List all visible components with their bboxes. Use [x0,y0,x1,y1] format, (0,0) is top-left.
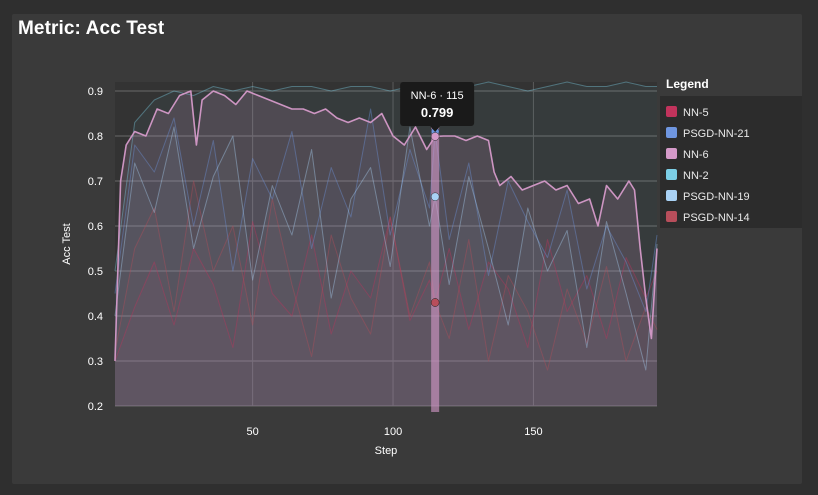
series-area-psgd-nn-19 [115,127,657,406]
tooltip-arrow [430,126,441,132]
legend-swatch-nn-2[interactable] [666,169,677,180]
legend-swatch-nn-5[interactable] [666,106,677,117]
series-areas [115,82,657,406]
y-tick-label: 0.2 [88,401,103,413]
x-axis-label: Step [375,445,398,457]
tooltip-label: NN-6 · 115 [411,90,464,102]
legend-item-nn-5[interactable]: NN-5 [683,107,709,119]
series-line-nn-5[interactable] [114,216,658,362]
hover-band [431,118,440,412]
series-line-psgd-nn-21[interactable] [114,108,658,312]
legend-swatch-psgd-nn-21[interactable] [666,127,677,138]
legend-item-nn-2[interactable]: NN-2 [683,170,709,182]
series-area-psgd-nn-14 [115,181,657,406]
series-area-nn-2 [115,82,657,406]
legend-swatch-psgd-nn-19[interactable] [666,190,677,201]
hover-point-nn-6 [430,132,440,141]
series-area-psgd-nn-21 [115,109,657,406]
x-tick-label: 100 [384,426,402,438]
series-line-psgd-nn-19[interactable] [114,126,658,371]
series-line-nn-6[interactable] [114,90,658,362]
hover-point-psgd-nn-19 [430,192,440,201]
x-tick-label: 150 [524,426,542,438]
legend-swatch-nn-6[interactable] [666,148,677,159]
legend[interactable]: Legend NN-5 PSGD-NN-21 NN-6 NN-2 PSGD-NN-19 P… [660,77,802,228]
y-tick-label: 0.8 [88,131,103,143]
series-area-nn-5 [115,217,657,406]
y-axis-label: Acc Test [61,223,73,264]
series-line-nn-2[interactable] [114,81,657,272]
y-axis: 0.2 0.3 0.4 0.5 0.6 0.7 0.8 0.9 [88,86,103,413]
y-tick-label: 0.3 [88,356,103,368]
tooltip: NN-6 · 115 0.799 [400,82,475,132]
x-tick-label: 50 [246,426,258,438]
y-tick-label: 0.6 [88,221,103,233]
legend-item-psgd-nn-14[interactable]: PSGD-NN-14 [683,212,750,224]
series-lines[interactable] [114,81,658,371]
series-area-nn-6 [115,91,657,406]
tooltip-value: 0.799 [421,105,454,120]
legend-title: Legend [666,77,709,91]
legend-box [660,96,802,228]
legend-item-psgd-nn-21[interactable]: PSGD-NN-21 [683,128,750,140]
y-tick-label: 0.5 [88,266,103,278]
tooltip-box [400,82,475,126]
x-axis: 50 100 150 [246,426,542,438]
hover-point-psgd-nn-14 [430,298,440,307]
legend-item-psgd-nn-19[interactable]: PSGD-NN-19 [683,191,750,203]
series-line-psgd-nn-14[interactable] [114,180,658,371]
y-tick-label: 0.7 [88,176,103,188]
y-tick-label: 0.9 [88,86,103,98]
grid [115,82,657,407]
y-tick-label: 0.4 [88,311,103,323]
legend-item-nn-6[interactable]: NN-6 [683,149,709,161]
chart-title: Metric: Acc Test [18,18,165,39]
legend-swatch-psgd-nn-14[interactable] [666,211,677,222]
